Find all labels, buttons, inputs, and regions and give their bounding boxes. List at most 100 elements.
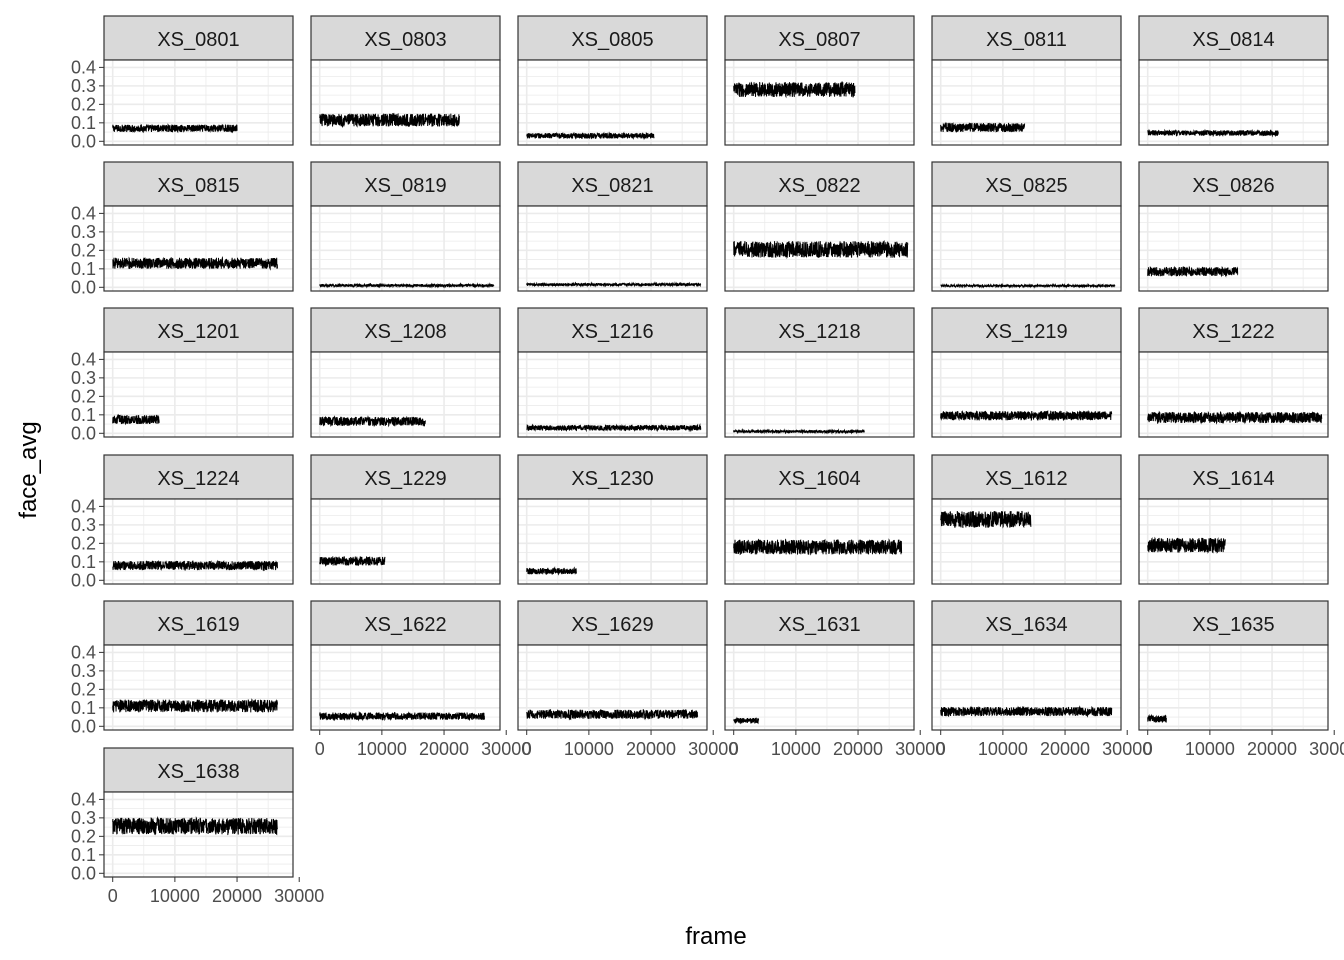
facet-panel: XS_1229 <box>310 454 501 585</box>
facet-panel: XS_0811 <box>931 15 1122 146</box>
x-tick-label: 0 <box>1143 739 1153 759</box>
facet-plot-area <box>311 60 500 145</box>
y-tick-label: 0.2 <box>71 386 96 406</box>
series-line <box>526 131 655 141</box>
facet-panel-border <box>724 498 915 585</box>
series-line <box>1147 410 1323 425</box>
facet-panel: XS_1619 0.00.10.20.30.4 <box>71 600 294 736</box>
y-tick-label: 0.2 <box>71 533 96 553</box>
facet-strip-label: XS_1219 <box>985 321 1067 343</box>
facet-panel: XS_1230 <box>517 454 708 585</box>
x-tick-label: 10000 <box>1185 739 1235 759</box>
x-tick-label: 20000 <box>1040 739 1090 759</box>
x-tick-label: 20000 <box>833 739 883 759</box>
y-tick-label: 0.0 <box>71 131 96 151</box>
y-tick-label: 0.0 <box>71 277 96 297</box>
facet-plot-area <box>1139 60 1328 145</box>
facet-strip-label: XS_1230 <box>571 468 653 490</box>
facet-strip <box>517 15 708 61</box>
y-tick-label: 0.0 <box>71 570 96 590</box>
x-tick-label: 20000 <box>1247 739 1297 759</box>
facet-plot-area <box>518 352 707 437</box>
x-tick-label: 10000 <box>564 739 614 759</box>
series-line <box>112 413 160 426</box>
y-tick-label: 0.4 <box>71 789 96 809</box>
facet-strip-label: XS_0801 <box>157 29 239 51</box>
x-axis-title: frame <box>685 923 746 950</box>
series-line <box>1147 713 1167 723</box>
series-line <box>940 121 1026 133</box>
facet-strip-label: XS_1619 <box>157 614 239 636</box>
series-line <box>319 710 485 722</box>
x-tick-label: 0 <box>108 886 118 906</box>
facet-panel: XS_0814 <box>1138 15 1329 146</box>
facet-panel: XS_1222 <box>1138 307 1329 438</box>
facet-panel-border <box>1138 205 1329 292</box>
series-line <box>940 282 1116 289</box>
facet-strip <box>310 161 501 207</box>
facet-panel-border <box>1138 351 1329 438</box>
facet-strip-label: XS_1614 <box>1192 468 1274 490</box>
facet-panel: XS_1614 <box>1138 454 1329 585</box>
facet-panel-border <box>517 644 708 731</box>
facet-plot-area <box>104 206 293 291</box>
facet-plot-area <box>1139 645 1328 730</box>
facet-panel: XS_1622 0 10000 20000 30000 <box>310 600 531 759</box>
facet-strip <box>931 15 1122 61</box>
facet-plot-area <box>104 499 293 584</box>
facet-plot-area <box>518 60 707 145</box>
y-tick-label: 0.2 <box>71 240 96 260</box>
facet-strip <box>310 454 501 500</box>
facet-panel-border <box>103 791 294 878</box>
y-tick-label: 0.3 <box>71 808 96 828</box>
y-tick-label: 0.2 <box>71 679 96 699</box>
facet-strip <box>1138 454 1329 500</box>
y-tick-label: 0.1 <box>71 405 96 425</box>
facet-panel: XS_0822 <box>724 161 915 292</box>
facet-strip-label: XS_1612 <box>985 468 1067 490</box>
facet-strip-label: XS_0803 <box>364 29 446 51</box>
facet-panel-border <box>517 498 708 585</box>
facet-plot-area <box>311 499 500 584</box>
y-axis-title: face_avg <box>15 421 42 518</box>
facet-strip-label: XS_1201 <box>157 321 239 343</box>
facet-strip <box>724 161 915 207</box>
facet-strip-label: XS_1222 <box>1192 321 1274 343</box>
y-tick-label: 0.3 <box>71 76 96 96</box>
facet-panel: XS_1635 0 10000 20000 30000 <box>1138 600 1344 759</box>
facet-strip-label: XS_1635 <box>1192 614 1274 636</box>
facet-panel-border <box>1138 498 1329 585</box>
facet-panel: XS_0825 <box>931 161 1122 292</box>
series-line <box>112 559 278 572</box>
series-line <box>526 281 702 288</box>
facet-panel-border <box>931 59 1122 146</box>
facet-strip-label: XS_0805 <box>571 29 653 51</box>
y-tick-label: 0.4 <box>71 496 96 516</box>
facet-panel: XS_1208 <box>310 307 501 438</box>
facet-strip <box>1138 600 1329 646</box>
facet-panel-border <box>103 644 294 731</box>
y-tick-label: 0.4 <box>71 203 96 223</box>
series-line <box>733 538 903 556</box>
facet-panel-border <box>517 351 708 438</box>
facet-plot-area <box>104 645 293 730</box>
x-tick-label: 20000 <box>626 739 676 759</box>
facet-plot-area <box>311 206 500 291</box>
facet-panel: XS_1634 0 10000 20000 30000 <box>931 600 1152 759</box>
facet-strip-label: XS_1634 <box>985 614 1067 636</box>
series-line <box>112 123 238 134</box>
facet-panel-border <box>310 351 501 438</box>
facet-panel: XS_1201 0.00.10.20.30.4 <box>71 307 294 443</box>
y-tick-label: 0.3 <box>71 368 96 388</box>
y-tick-label: 0.4 <box>71 349 96 369</box>
facet-strip <box>724 454 915 500</box>
y-tick-label: 0.1 <box>71 552 96 572</box>
facet-panel-border <box>103 59 294 146</box>
facet-panel-border <box>931 498 1122 585</box>
facet-strip-label: XS_1604 <box>778 468 860 490</box>
facet-strip <box>310 307 501 353</box>
facet-strip <box>103 454 294 500</box>
facet-panel-border <box>103 498 294 585</box>
facet-plot-area <box>518 206 707 291</box>
series-line <box>733 716 760 725</box>
